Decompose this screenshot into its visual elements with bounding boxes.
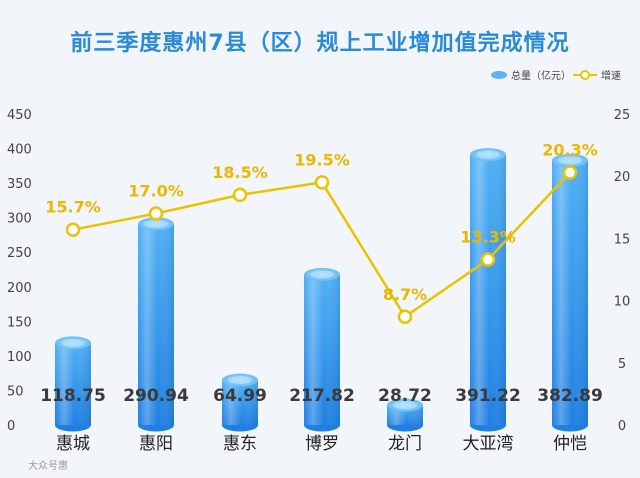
- y-left-tick: 250: [7, 246, 32, 261]
- y-right-tick: 20: [614, 170, 631, 185]
- bar-value-label: 382.89: [537, 386, 603, 406]
- y-right-tick: 5: [618, 357, 626, 372]
- bar: [387, 398, 423, 432]
- line-value-label: 18.5%: [212, 163, 268, 182]
- y-left-tick: 200: [7, 281, 32, 296]
- bar: [222, 373, 258, 432]
- y-left-tick: 300: [7, 212, 32, 227]
- line-point: [562, 165, 578, 180]
- line-value-label: 17.0%: [128, 182, 184, 201]
- bar: [138, 217, 174, 432]
- line-value-label: 20.3%: [542, 140, 598, 159]
- bar-value-label: 118.75: [40, 386, 106, 406]
- bar-value-label: 28.72: [378, 386, 432, 406]
- y-right-axis: 0 5 10 15 20 25: [614, 108, 631, 434]
- y-left-axis: 0 50 100 150 200 250 300 350 400 450: [7, 108, 32, 434]
- bar: [470, 148, 506, 432]
- bar-value-label: 290.94: [123, 386, 189, 406]
- line-value-label: 19.5%: [294, 150, 350, 169]
- legend-bar-label: 总量（亿元）: [511, 69, 571, 82]
- x-tick-label: 惠阳: [139, 434, 173, 454]
- bar: [552, 153, 588, 432]
- x-tick-label: 惠城: [56, 434, 90, 454]
- bar-series: 118.75 290.94 64.99 217.82 28.72 391.22 382.89: [40, 148, 603, 432]
- y-right-tick: 10: [614, 295, 631, 310]
- bar-value-label: 217.82: [289, 386, 355, 406]
- x-tick-label: 龙门: [388, 434, 422, 454]
- line-series: 15.7% 17.0% 18.5% 19.5% 8.7% 13.3% 20.3%: [45, 140, 598, 325]
- bar-value-label: 64.99: [213, 386, 267, 406]
- x-tick-label: 惠东: [223, 434, 257, 454]
- line-point: [232, 187, 248, 203]
- legend: 总量（亿元） 增速: [491, 69, 621, 82]
- y-right-tick: 15: [614, 232, 631, 247]
- line-point: [148, 206, 164, 221]
- line-point: [314, 175, 330, 190]
- x-axis: 惠城 惠阳 惠东 博罗 龙门 大亚湾 仲恺: [56, 434, 587, 454]
- line-value-label: 8.7%: [383, 285, 427, 304]
- x-tick-label: 仲恺: [553, 434, 587, 454]
- bar-value-label: 391.22: [455, 386, 521, 406]
- y-left-tick: 400: [7, 143, 32, 158]
- y-left-tick: 450: [7, 108, 32, 123]
- x-tick-label: 大亚湾: [463, 434, 514, 454]
- y-left-tick: 100: [7, 350, 32, 365]
- y-left-tick: 350: [7, 177, 32, 192]
- legend-line-label: 增速: [601, 69, 621, 82]
- chart-title: 前三季度惠州7县（区）规上工业增加值完成情况: [70, 30, 569, 56]
- line-point: [397, 309, 413, 325]
- watermark: 大众号惠: [28, 459, 68, 472]
- y-right-tick: 25: [614, 108, 631, 123]
- bar: [55, 336, 91, 432]
- legend-bar-swatch: [491, 71, 507, 79]
- y-right-tick: 0: [618, 419, 626, 434]
- y-left-tick: 0: [7, 419, 15, 434]
- line-value-label: 15.7%: [45, 198, 101, 217]
- y-left-tick: 150: [7, 315, 32, 330]
- x-tick-label: 博罗: [305, 434, 339, 454]
- line-value-label: 13.3%: [460, 228, 516, 247]
- bar: [304, 267, 340, 432]
- y-left-tick: 50: [7, 384, 24, 399]
- line-point: [65, 222, 81, 237]
- line-point: [480, 252, 496, 267]
- legend-line-marker: [580, 70, 590, 80]
